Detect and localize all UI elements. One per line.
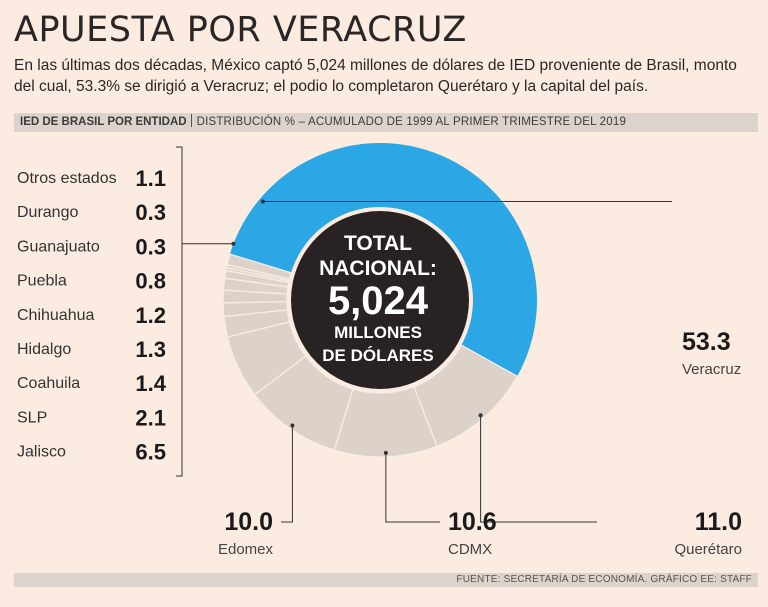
list-value-slp: 2.1: [135, 405, 166, 430]
list-label-puebla: Puebla: [17, 273, 67, 290]
callout-dot-veracruz: [260, 199, 265, 204]
list-label-jalisco: Jalisco: [17, 444, 66, 461]
center-millones-label: MILLONES: [334, 323, 422, 342]
callout-line-edomex: [281, 425, 293, 523]
section-description: DISTRIBUCIÓN % – ACUMULADO DE 1999 AL PR…: [196, 116, 627, 128]
callout-labels: 53.3 Veracruz 11.0 Querétaro 10.6 CDMX 10.0 Edo…: [218, 199, 742, 558]
callout-value-veracruz: 53.3: [682, 328, 731, 356]
callout-line-queretaro: [480, 415, 597, 523]
section-divider: [190, 114, 192, 127]
small-values-list: Otros estados 1.1 Durango 0.3 Guanajuato 0.3 P…: [17, 166, 167, 465]
list-leader-dot: [231, 241, 236, 246]
callout-label-cdmx: CDMX: [448, 541, 492, 558]
list-value-hidalgo: 1.3: [135, 337, 166, 362]
list-value-otros-estados: 1.1: [135, 166, 166, 191]
list-value-chihuahua: 1.2: [135, 303, 166, 328]
center-nacional-label: NACIONAL:: [319, 257, 437, 280]
section-heading: IED DE BRASIL POR ENTIDAD: [20, 116, 187, 128]
page-title: APUESTA POR VERACRUZ: [14, 10, 467, 50]
source-footer: FUENTE: SECRETARÍA DE ECONOMÍA. GRÁFICO …: [14, 573, 758, 587]
list-label-durango: Durango: [17, 204, 78, 221]
list-value-puebla: 0.8: [135, 269, 166, 294]
callout-label-edomex: Edomex: [218, 541, 274, 558]
callout-dot-cdmx: [383, 450, 388, 455]
center-dolares-label: DE DÓLARES: [322, 346, 433, 365]
callout-dot-queretaro: [478, 413, 483, 418]
list-value-guanajuato: 0.3: [135, 234, 166, 259]
callout-line-cdmx: [385, 452, 440, 523]
list-bracket: [176, 146, 183, 477]
list-label-chihuahua: Chihuahua: [17, 307, 95, 324]
list-label-guanajuato: Guanajuato: [17, 238, 100, 255]
callout-label-queretaro: Querétaro: [674, 541, 742, 558]
section-header: IED DE BRASIL POR ENTIDAD DISTRIBUCIÓN % …: [14, 113, 758, 132]
list-label-otros-estados: Otros estados: [17, 170, 117, 187]
center-amount: 5,024: [328, 279, 429, 323]
list-label-coahuila: Coahuila: [17, 375, 80, 392]
list-label-hidalgo: Hidalgo: [17, 341, 71, 358]
slice-otros-estados: [226, 253, 292, 280]
center-disc: [291, 211, 469, 389]
callout-dot-edomex: [290, 423, 295, 428]
list-label-slp: SLP: [17, 409, 47, 426]
callout-label-veracruz: Veracruz: [682, 361, 741, 378]
center-total-label: TOTAL: [344, 232, 412, 255]
list-value-jalisco: 6.5: [135, 440, 166, 465]
callout-value-edomex: 10.0: [224, 508, 273, 536]
page-subtitle: En las últimas dos décadas, México captó…: [14, 57, 737, 95]
list-value-coahuila: 1.4: [135, 371, 166, 396]
list-value-durango: 0.3: [135, 200, 166, 225]
callout-value-cdmx: 10.6: [448, 508, 497, 536]
callout-value-queretaro: 11.0: [695, 508, 742, 536]
leader-lines: [176, 146, 236, 477]
